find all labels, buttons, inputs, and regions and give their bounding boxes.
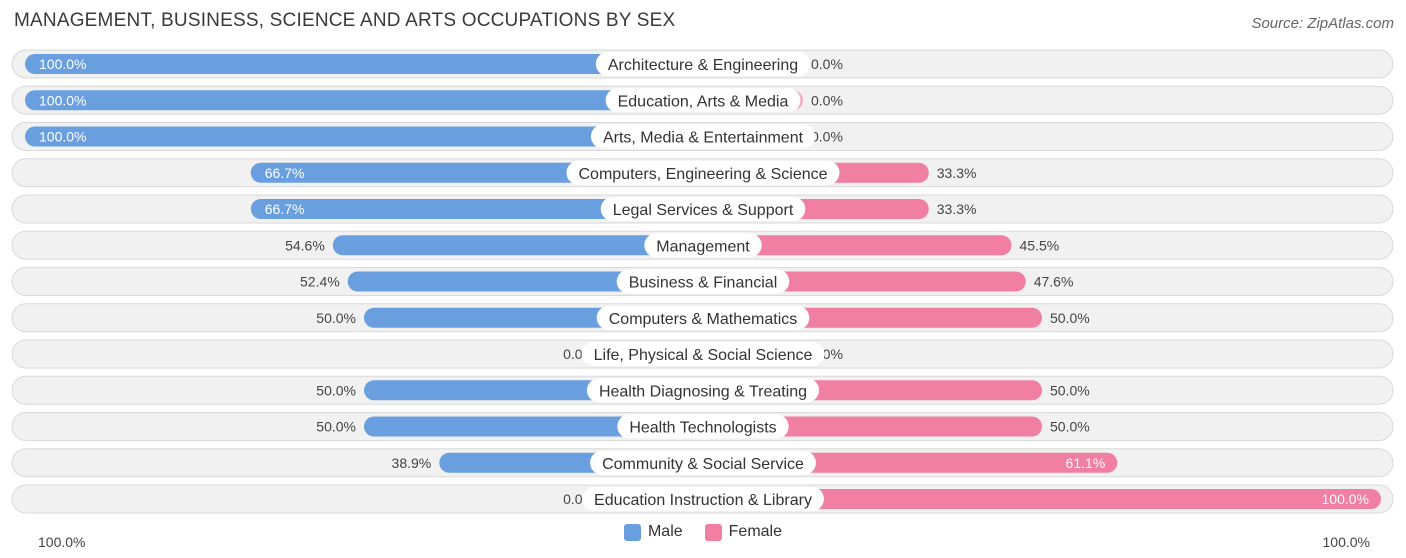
value-label-male: 50.0%: [316, 382, 356, 398]
category-label: Legal Services & Support: [613, 202, 794, 219]
value-label-female: 0.0%: [811, 56, 843, 72]
chart-title: MANAGEMENT, BUSINESS, SCIENCE AND ARTS O…: [14, 10, 676, 31]
category-label: Architecture & Engineering: [608, 57, 798, 74]
axis-right-label: 100.0%: [1322, 534, 1370, 550]
category-pill: [617, 414, 789, 439]
bar-male: [25, 126, 703, 147]
value-label-male: 50.0%: [316, 310, 356, 326]
value-label-female: 0.0%: [811, 129, 843, 145]
bar-female: [703, 416, 1042, 437]
value-label-female: 47.6%: [1034, 274, 1074, 290]
category-pill: [590, 450, 816, 475]
value-label-female: 61.1%: [1066, 455, 1106, 471]
value-label-male: 66.7%: [265, 201, 305, 217]
category-pill: [582, 487, 824, 511]
value-label-female: 33.3%: [937, 165, 977, 181]
chart-svg: 100.0% 0.0% Architecture & Engineering 100.…: [11, 49, 1394, 514]
category-label: Computers, Engineering & Science: [578, 166, 827, 183]
category-label: Business & Financial: [629, 275, 778, 292]
category-pill: [644, 233, 762, 258]
legend-label-female: Female: [728, 523, 783, 540]
value-label-female: 50.0%: [1050, 382, 1090, 398]
category-label: Computers & Mathematics: [609, 311, 798, 328]
value-label-female: 100.0%: [1322, 491, 1369, 507]
bar-male: [347, 271, 703, 292]
legend: Male Female: [0, 523, 1406, 541]
value-label-female: 50.0%: [1050, 419, 1090, 435]
axis-left-label: 100.0%: [38, 534, 86, 550]
category-pill: [605, 88, 801, 113]
category-pill: [581, 342, 825, 366]
legend-swatch-male: [623, 523, 641, 541]
category-label: Management: [656, 238, 750, 255]
value-label-male: 100.0%: [39, 56, 86, 72]
bar-male: [250, 199, 704, 219]
category-pill: [600, 197, 806, 221]
legend-swatch-female: [704, 523, 722, 541]
value-label-male: 54.6%: [285, 237, 325, 253]
bar-male: [332, 235, 703, 256]
legend-item-male: Male: [623, 523, 683, 541]
category-pill: [595, 52, 811, 76]
value-label-male: 100.0%: [39, 129, 86, 145]
category-label: Education Instruction & Library: [594, 492, 812, 509]
bar-female: [703, 235, 1012, 256]
bar-female: [703, 489, 1381, 509]
value-label-male: 38.9%: [392, 455, 432, 471]
category-pill: [596, 305, 810, 330]
category-label: Arts, Media & Entertainment: [603, 130, 804, 147]
category-pill: [616, 269, 790, 294]
category-label: Life, Physical & Social Science: [594, 347, 813, 364]
source-label: Source: ZipAtlas.com: [1251, 15, 1394, 32]
value-label-male: 66.7%: [265, 165, 305, 181]
value-label-female: 0.0%: [811, 92, 843, 108]
category-pill: [566, 160, 840, 185]
legend-label-male: Male: [647, 523, 683, 540]
category-label: Health Technologists: [629, 420, 776, 437]
value-label-female: 33.3%: [937, 201, 977, 217]
value-label-female: 45.5%: [1019, 237, 1059, 253]
value-label-male: 50.0%: [316, 419, 356, 435]
category-label: Education, Arts & Media: [618, 93, 789, 110]
value-label-female: 50.0%: [1050, 310, 1090, 326]
value-label-male: 52.4%: [300, 274, 340, 290]
category-pill: [586, 378, 820, 403]
category-label: Health Diagnosing & Treating: [599, 383, 807, 400]
bar-male: [25, 54, 703, 74]
bar-male: [364, 416, 703, 437]
value-label-male: 100.0%: [39, 92, 86, 108]
category-label: Community & Social Service: [602, 456, 804, 473]
legend-item-female: Female: [704, 523, 783, 541]
category-pill: [590, 124, 816, 149]
bar-male: [25, 90, 703, 111]
